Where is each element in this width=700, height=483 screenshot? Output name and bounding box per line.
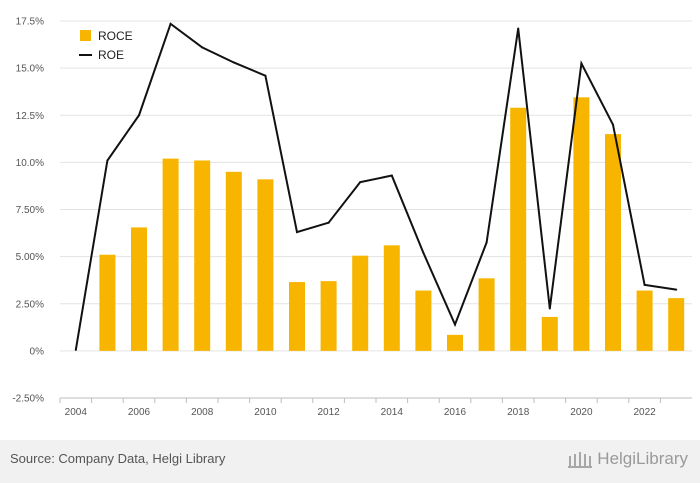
brand-name: HelgiLibrary	[597, 449, 688, 468]
x-tick-label: 2010	[254, 407, 277, 418]
roe-point	[390, 174, 393, 177]
roe-point	[232, 61, 235, 64]
roe-point	[106, 159, 109, 162]
roce-bar	[605, 134, 621, 351]
y-tick-label: 10.0%	[16, 158, 44, 169]
y-tick-label: 15.0%	[16, 64, 44, 75]
roce-bar	[636, 290, 653, 351]
roe-point	[74, 348, 77, 351]
roce-bar	[225, 171, 242, 351]
x-tick-label: 2018	[507, 407, 530, 418]
roe-point	[169, 22, 172, 25]
legend-swatch-roce	[80, 30, 91, 41]
roe-point	[296, 231, 298, 234]
roce-bar	[383, 245, 400, 351]
roce-bar	[573, 97, 590, 351]
roce-bar	[131, 227, 147, 351]
roe-point	[643, 283, 646, 286]
roce-bar	[162, 158, 179, 351]
source-note: Source: Company Data, Helgi Library	[10, 451, 226, 466]
x-tick-label: 2016	[444, 407, 467, 418]
roce-bar	[352, 255, 369, 351]
roe-point	[264, 74, 267, 77]
roe-point	[138, 114, 140, 117]
roce-bar	[447, 334, 463, 351]
legend-label-roe: ROE	[98, 48, 124, 62]
x-tick-label: 2012	[317, 407, 340, 418]
roe-point	[548, 307, 551, 310]
roe-point	[327, 221, 330, 224]
roe-point	[675, 288, 678, 291]
roce-bar	[541, 316, 558, 351]
roe-point	[359, 181, 362, 184]
x-tick-label: 2008	[191, 407, 214, 418]
roce-bar	[99, 254, 116, 351]
y-tick-label: 17.5%	[16, 17, 44, 28]
roe-point	[201, 46, 204, 49]
y-tick-label: 7.50%	[16, 205, 44, 216]
y-tick-label: 2.50%	[16, 299, 44, 310]
roce-bar	[668, 298, 685, 351]
roe-point	[485, 241, 488, 244]
roce-bar	[194, 160, 211, 351]
roe-line	[74, 22, 677, 351]
roe-point	[422, 251, 425, 254]
footer: Source: Company Data, Helgi Library Helg…	[0, 440, 700, 483]
roe-point	[454, 323, 456, 326]
roce-bar	[415, 290, 432, 351]
y-tick-label: -2.50%	[12, 394, 44, 405]
y-tick-label: 12.5%	[16, 111, 44, 122]
legend-label-roce: ROCE	[98, 29, 133, 43]
roce-bar	[320, 281, 337, 351]
y-tick-label: 0%	[30, 346, 45, 357]
roce-bar	[478, 278, 495, 351]
x-tick-label: 2006	[128, 407, 151, 418]
library-building-icon	[568, 452, 593, 468]
roce-roe-chart: -2.50% 0% 2.50% 5.00% 7.50% 10.0% 12.5% 15.0% 17…	[12, 17, 692, 418]
y-tick-label: 5.00%	[16, 252, 44, 263]
roce-bar	[257, 179, 274, 351]
roe-point	[517, 27, 520, 30]
x-tick-label: 2020	[570, 407, 593, 418]
helgi-library-logo[interactable]: HelgiLibrary	[567, 448, 688, 470]
x-tick-label: 2014	[381, 407, 404, 418]
x-tick-label: 2004	[65, 407, 88, 418]
roce-bar	[289, 282, 305, 351]
roce-bar	[510, 107, 527, 351]
roe-point	[612, 123, 614, 126]
roe-point	[580, 62, 583, 65]
x-tick-label: 2022	[633, 407, 656, 418]
